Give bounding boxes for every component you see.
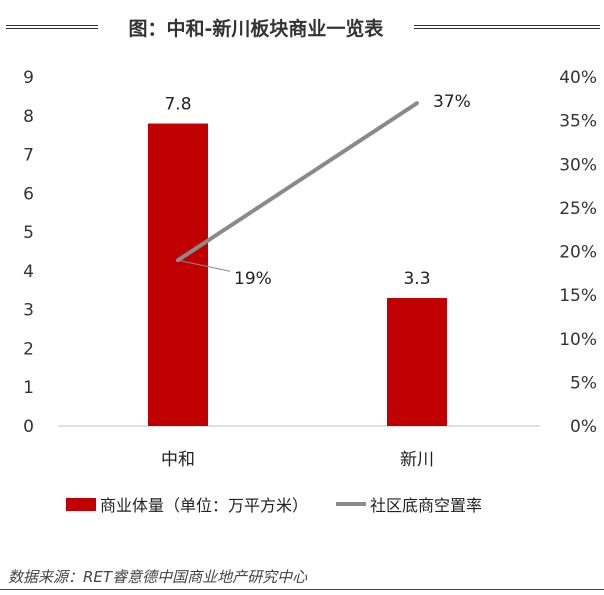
y-right-tick-label: 20% — [559, 243, 597, 263]
y-right-tick-label: 40% — [559, 68, 597, 88]
legend-label-bar: 商业体量（单位：万平方米） — [100, 496, 309, 515]
y-right-tick-label: 0% — [570, 417, 597, 437]
legend-swatch-line — [336, 502, 367, 506]
bar-data-label: 3.3 — [403, 269, 430, 289]
bar — [148, 123, 208, 427]
bar — [387, 298, 447, 426]
y-left-tick-label: 0 — [23, 417, 34, 437]
chart-title: 图：中和-新川板块商业一览表 — [128, 18, 384, 40]
y-left-tick-label: 2 — [23, 339, 34, 359]
y-right-tick-label: 35% — [559, 112, 597, 132]
y-right-tick-label: 30% — [559, 155, 597, 175]
y-left-tick-label: 1 — [23, 378, 34, 398]
y-right-tick-label: 10% — [559, 330, 597, 350]
y-left-tick-label: 7 — [23, 146, 34, 166]
x-category-label: 新川 — [400, 450, 434, 470]
line-series — [176, 101, 419, 263]
line-label-leader — [177, 259, 231, 272]
y-right-tick-label: 25% — [559, 199, 597, 219]
y-left-tick-label: 4 — [23, 262, 34, 282]
line-data-label: 19% — [234, 269, 272, 289]
title-rule-left — [6, 25, 98, 29]
title-rule-right — [414, 25, 600, 29]
y-left-tick-label: 8 — [23, 107, 34, 127]
bar-data-label: 7.8 — [164, 95, 191, 115]
y-left-tick-label: 6 — [23, 184, 34, 204]
legend-label-line: 社区底商空置率 — [370, 496, 483, 515]
y-left-tick-label: 5 — [23, 223, 34, 243]
y-left-tick-label: 9 — [23, 68, 34, 88]
y-right-tick-label: 15% — [559, 286, 597, 306]
bottom-rule — [0, 589, 604, 590]
legend: 商业体量（单位：万平方米） 社区底商空置率 — [66, 492, 482, 516]
line-data-label: 37% — [433, 92, 471, 112]
legend-swatch-bar — [66, 497, 96, 511]
y-left-tick-label: 3 — [23, 301, 34, 321]
y-right-tick-label: 5% — [570, 373, 597, 393]
chart-plot: 0 1 2 3 4 5 6 7 8 9 0% 5% 10% 15% 20% 25% 30% 35% 40% 7.8 3.… — [23, 68, 597, 470]
x-category-label: 中和 — [161, 450, 195, 470]
source-note: 数据来源：RET睿意德中国商业地产研究中心 — [8, 568, 308, 586]
